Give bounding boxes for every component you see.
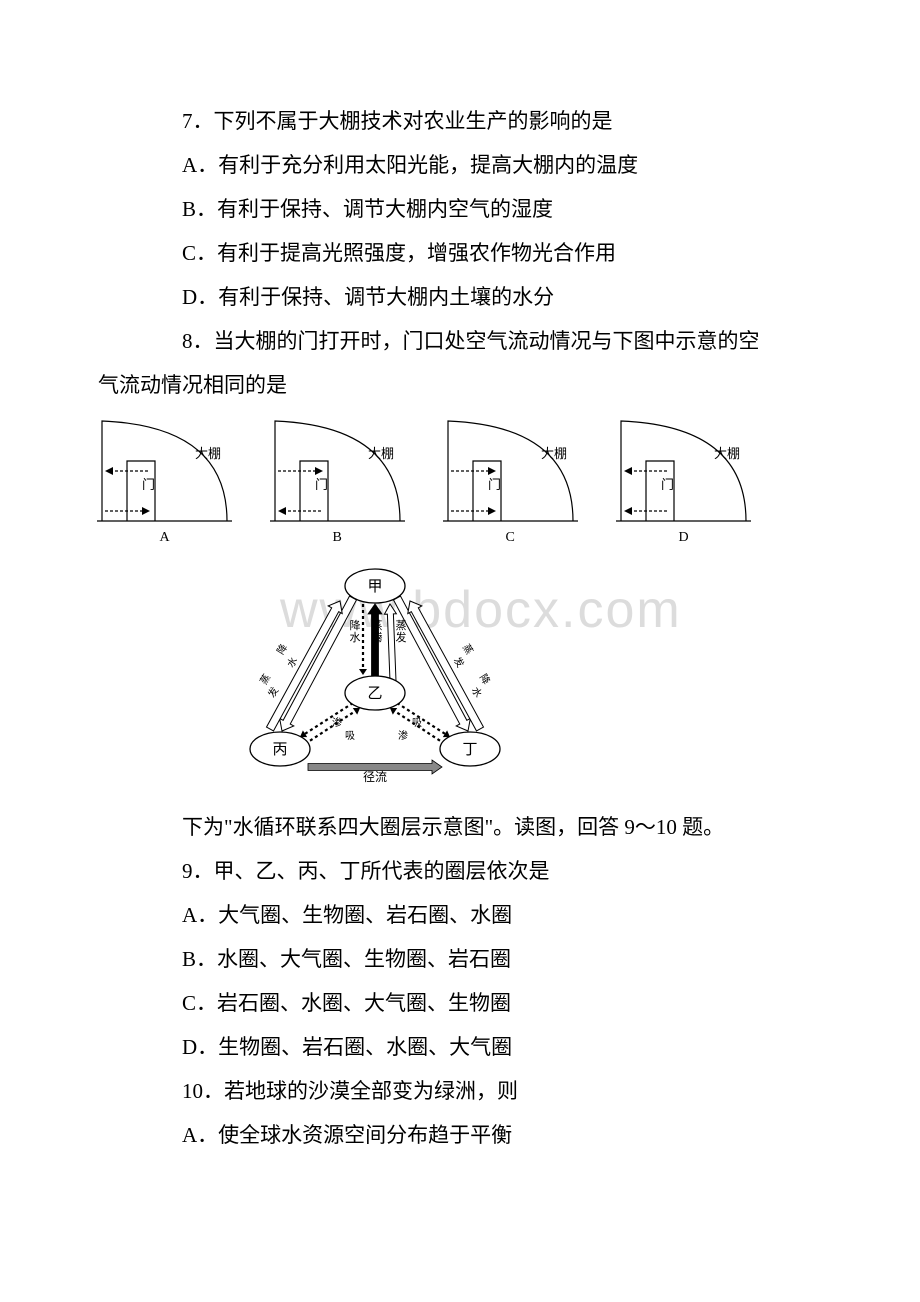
greenhouse-figure-row: 大棚 门 A 大棚 门 B 大棚 门 C 大棚 门 D <box>92 416 830 551</box>
greenhouse-panel-b: 大棚 门 B <box>265 416 410 546</box>
q10-stem: 10．若地球的沙漠全部变为绿洲，则 <box>140 1070 830 1112</box>
greenhouse-wrap-a: 大棚 门 A <box>92 416 237 551</box>
q9-option-b: B．水圈、大气圈、生物圈、岩石圈 <box>140 938 830 980</box>
svg-text:降: 降 <box>477 671 493 686</box>
svg-text:水: 水 <box>350 631 361 644</box>
svg-text:腾: 腾 <box>372 630 383 644</box>
cycle-svg: 甲 乙 丙 丁降水蒸腾蒸发径流降水蒸发蒸发降水渗吸吸渗 <box>220 561 530 791</box>
svg-text:C: C <box>506 530 515 545</box>
svg-text:乙: 乙 <box>367 686 382 702</box>
svg-text:门: 门 <box>315 477 328 492</box>
q8-stem-line2: 气流动情况相同的是 <box>98 364 830 406</box>
svg-text:蒸: 蒸 <box>460 642 475 657</box>
svg-text:降: 降 <box>274 641 290 656</box>
svg-text:门: 门 <box>661 477 674 492</box>
q7-option-c: C．有利于提高光照强度，增强农作物光合作用 <box>140 232 830 274</box>
svg-text:门: 门 <box>142 477 155 492</box>
svg-text:大棚: 大棚 <box>541 446 567 461</box>
q10-option-a: A．使全球水资源空间分布趋于平衡 <box>140 1114 830 1156</box>
svg-text:水: 水 <box>469 685 484 700</box>
svg-text:大棚: 大棚 <box>368 446 394 461</box>
q9-option-c: C．岩石圈、水圈、大气圈、生物圈 <box>140 982 830 1024</box>
svg-text:大棚: 大棚 <box>195 446 221 461</box>
svg-text:水: 水 <box>285 655 300 670</box>
greenhouse-wrap-c: 大棚 门 C <box>438 416 583 551</box>
water-cycle-diagram: 甲 乙 丙 丁降水蒸腾蒸发径流降水蒸发蒸发降水渗吸吸渗 <box>220 561 830 796</box>
q9-option-d: D．生物圈、岩石圈、水圈、大气圈 <box>140 1026 830 1068</box>
svg-text:蒸: 蒸 <box>396 619 407 632</box>
greenhouse-wrap-d: 大棚 门 D <box>611 416 756 551</box>
svg-text:D: D <box>679 530 689 545</box>
svg-text:渗: 渗 <box>332 716 342 729</box>
svg-text:径流: 径流 <box>363 770 387 784</box>
svg-text:发: 发 <box>396 630 407 644</box>
svg-text:大棚: 大棚 <box>714 446 740 461</box>
q7-option-a: A．有利于充分利用太阳光能，提高大棚内的温度 <box>140 144 830 186</box>
q7-option-b: B．有利于保持、调节大棚内空气的湿度 <box>140 188 830 230</box>
q7-option-d: D．有利于保持、调节大棚内土壤的水分 <box>140 276 830 318</box>
svg-text:蒸: 蒸 <box>372 619 383 632</box>
greenhouse-panel-d: 大棚 门 D <box>611 416 756 546</box>
svg-text:发: 发 <box>451 654 467 669</box>
q8-stem-line1: 8．当大棚的门打开时，门口处空气流动情况与下图中示意的空 <box>140 320 830 362</box>
q9-intro: 下为"水循环联系四大圈层示意图"。读图，回答 9～10 题。 <box>140 806 830 848</box>
svg-text:降: 降 <box>350 618 361 632</box>
svg-text:甲: 甲 <box>367 579 382 595</box>
svg-text:B: B <box>333 530 342 545</box>
greenhouse-wrap-b: 大棚 门 B <box>265 416 410 551</box>
svg-text:A: A <box>160 530 171 545</box>
svg-text:丁: 丁 <box>462 742 477 758</box>
greenhouse-panel-c: 大棚 门 C <box>438 416 583 546</box>
greenhouse-panel-a: 大棚 门 A <box>92 416 237 546</box>
svg-text:丙: 丙 <box>272 742 287 758</box>
q7-stem: 7．下列不属于大棚技术对农业生产的影响的是 <box>140 100 830 142</box>
svg-text:门: 门 <box>488 477 501 492</box>
svg-text:吸: 吸 <box>345 731 355 742</box>
svg-text:蒸: 蒸 <box>258 672 273 687</box>
svg-text:渗: 渗 <box>398 729 408 742</box>
q9-stem: 9．甲、乙、丙、丁所代表的圈层依次是 <box>140 850 830 892</box>
svg-text:吸: 吸 <box>412 718 422 729</box>
q9-option-a: A．大气圈、生物圈、岩石圈、水圈 <box>140 894 830 936</box>
